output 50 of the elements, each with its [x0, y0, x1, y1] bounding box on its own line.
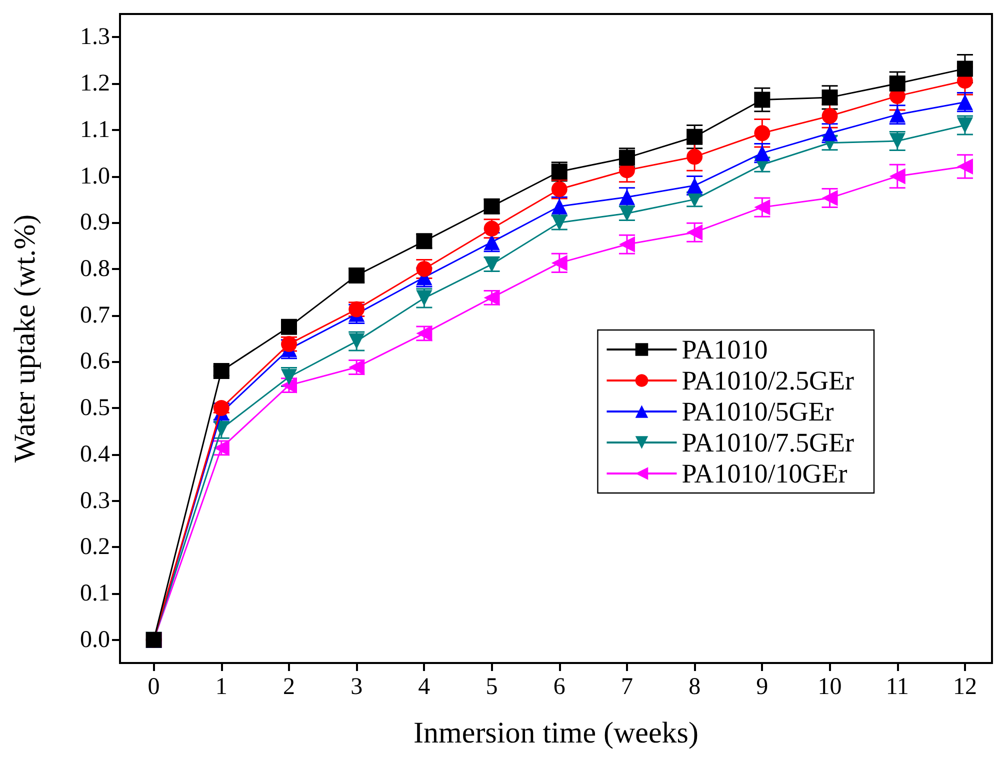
- point: [956, 158, 973, 175]
- legend-label: PA1010/7.5GEr: [682, 428, 854, 458]
- x-axis-title: Inmersion time (weeks): [414, 716, 698, 750]
- y-tick-label: 0.2: [80, 534, 110, 560]
- x-tick-label: 1: [215, 674, 228, 700]
- x-tick-label: 3: [350, 674, 363, 700]
- y-tick-label: 0.3: [80, 488, 110, 514]
- point: [280, 318, 297, 335]
- point: [754, 92, 770, 108]
- point: [416, 290, 432, 306]
- point: [956, 60, 973, 77]
- legend-label: PA1010/2.5GEr: [682, 366, 854, 396]
- x-tick-label: 10: [818, 674, 842, 700]
- x-tick-label: 9: [756, 674, 768, 700]
- x-tick-label: 4: [418, 674, 430, 700]
- x-tick-label: 11: [886, 674, 909, 700]
- x-tick-label: 2: [282, 674, 295, 700]
- point: [213, 362, 230, 379]
- x-tick-label: 8: [688, 674, 701, 700]
- x-tick-label: 5: [486, 674, 498, 700]
- y-tick-label: 0.0: [80, 626, 110, 653]
- y-tick-label: 0.6: [80, 348, 110, 375]
- point: [754, 125, 770, 142]
- y-tick-label: 0.5: [80, 395, 110, 422]
- legend-label: PA1010: [682, 334, 768, 364]
- y-tick-label: 0.7: [80, 302, 110, 328]
- legend-label: PA1010/5GEr: [682, 396, 834, 426]
- y-tick-label: 0.9: [80, 210, 110, 236]
- point: [213, 400, 230, 416]
- point: [686, 148, 703, 165]
- y-tick-label: 0.1: [80, 580, 110, 606]
- legend-label: PA1010/10GEr: [682, 458, 848, 488]
- y-tick-label: 1.2: [80, 70, 110, 97]
- y-axis-title: Water uptake (wt.%): [8, 214, 42, 463]
- y-tick-label: 0.4: [80, 441, 110, 468]
- y-tick-label: 0.8: [80, 256, 110, 282]
- x-tick-label: 7: [620, 674, 633, 700]
- y-tick-label: 1.0: [80, 163, 110, 190]
- x-tick-label: 0: [148, 674, 160, 700]
- point: [416, 233, 432, 250]
- y-tick-label: 1.1: [80, 116, 110, 143]
- point: [686, 128, 703, 145]
- point: [889, 76, 906, 92]
- point: [889, 168, 906, 184]
- point: [348, 267, 365, 284]
- y-tick-label: 1.3: [80, 24, 110, 50]
- point: [822, 108, 838, 124]
- x-tick-label: 12: [952, 674, 977, 700]
- point: [822, 89, 838, 106]
- x-tick-label: 6: [553, 674, 566, 700]
